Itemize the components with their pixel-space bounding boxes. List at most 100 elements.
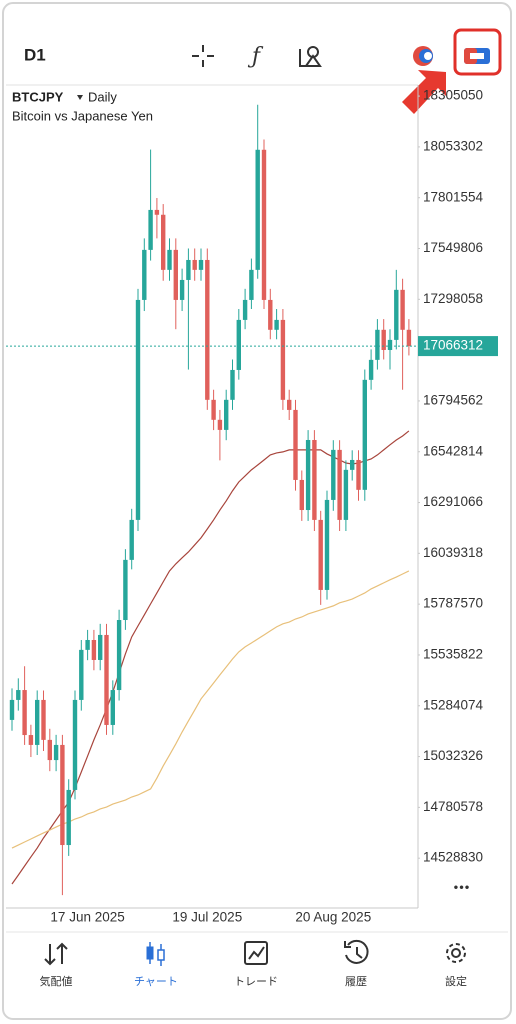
candle-body xyxy=(381,329,386,350)
y-tick-label: 14528830 xyxy=(423,850,483,865)
history-tab-icon xyxy=(344,939,369,964)
tab-label[interactable]: 履歴 xyxy=(345,975,367,988)
candle-body xyxy=(331,449,336,500)
candle-body xyxy=(9,699,15,720)
tab-label[interactable]: 気配値 xyxy=(40,974,73,988)
current-price-box xyxy=(418,336,498,357)
legend-backdrop xyxy=(8,88,194,128)
tab-label[interactable]: トレード xyxy=(234,976,278,988)
candle-body xyxy=(274,319,279,330)
indicator-icon[interactable]: ƒ xyxy=(247,44,264,69)
tab-label[interactable]: チャート xyxy=(134,975,178,988)
candle-body xyxy=(104,634,109,725)
symbol: BTCJPY xyxy=(12,89,64,104)
candle-body xyxy=(53,744,59,761)
trade-icon[interactable] xyxy=(464,48,490,64)
dropdown-caret xyxy=(77,95,83,100)
y-tick-label: 17801554 xyxy=(423,189,484,204)
tab-label[interactable]: 設定 xyxy=(445,974,467,988)
trade-tab-icon xyxy=(244,941,268,965)
candle-body xyxy=(217,419,223,430)
candle-body xyxy=(41,699,46,740)
x-tick-label: 17 Jun 2025 xyxy=(50,910,124,925)
candle-body xyxy=(91,639,97,660)
candle-body xyxy=(318,519,323,590)
candle-body xyxy=(47,739,52,761)
candle-body xyxy=(192,259,197,270)
candle-body xyxy=(324,499,330,590)
candle-body xyxy=(255,149,260,270)
candle-body xyxy=(116,620,122,691)
moving-average-line xyxy=(11,570,410,849)
candle-body xyxy=(60,744,65,846)
candle-body xyxy=(368,359,374,380)
y-tick-label: 16039318 xyxy=(423,545,483,560)
candle-body xyxy=(85,639,90,650)
candle-body xyxy=(236,319,241,370)
candle-body xyxy=(79,649,84,700)
account-icon[interactable] xyxy=(413,46,433,66)
candle-body xyxy=(72,699,78,790)
candle-body xyxy=(205,259,210,400)
y-tick-label: 15284074 xyxy=(423,697,484,712)
crosshair-icon[interactable] xyxy=(192,45,214,67)
candle-body xyxy=(123,559,128,621)
quotes-icon xyxy=(44,942,68,966)
symbol-description: Bitcoin vs Japanese Yen xyxy=(12,108,153,123)
candle-body xyxy=(299,479,304,511)
y-tick-label: 14780578 xyxy=(423,799,483,814)
candle-body xyxy=(287,399,292,410)
period: Daily xyxy=(88,89,117,104)
candle-body xyxy=(406,329,412,347)
candle-body xyxy=(110,690,115,725)
y-tick-label: 17549806 xyxy=(423,240,483,255)
candle-body xyxy=(186,259,191,280)
settings-tab-icon xyxy=(446,943,466,963)
candle-body xyxy=(148,209,153,250)
candle-body xyxy=(312,439,317,520)
tab-bar: 気配値 チャート トレード 履歴 設定 xyxy=(40,974,468,988)
candle-body xyxy=(356,459,361,490)
y-tick-label: 16794562 xyxy=(423,392,483,407)
pointer-arrow xyxy=(402,70,446,114)
candle-body xyxy=(22,690,27,736)
candle-body xyxy=(98,634,103,660)
x-tick-label: 20 Aug 2025 xyxy=(295,910,371,925)
y-tick-label: 16542814 xyxy=(423,443,484,458)
candle-body xyxy=(375,329,380,360)
candle-body xyxy=(198,259,204,270)
highlight-box xyxy=(453,28,502,76)
candle-body xyxy=(35,699,40,745)
chart-tab-icon xyxy=(146,942,165,966)
timeframe[interactable]: D1 xyxy=(24,45,46,64)
candle-body xyxy=(142,249,147,300)
candle-body xyxy=(179,279,185,300)
y-tick-label: 18053302 xyxy=(423,138,483,153)
candle-body xyxy=(224,399,229,430)
current-price-label: 17066312 xyxy=(423,338,483,353)
y-tick-label: 15787570 xyxy=(423,596,483,611)
candle-body xyxy=(343,469,349,520)
candle-body xyxy=(242,299,248,320)
moving-average-line xyxy=(11,430,410,885)
candle-body xyxy=(161,214,166,270)
y-tick-label: 15032326 xyxy=(423,748,483,763)
candle-body xyxy=(230,369,235,400)
x-tick-label: 19 Jul 2025 xyxy=(172,910,242,925)
candle-body xyxy=(280,319,286,400)
y-tick-label: 17298058 xyxy=(423,291,483,306)
candle-body xyxy=(66,789,71,846)
candle-body xyxy=(16,690,21,700)
objects-icon[interactable] xyxy=(299,46,322,67)
candle-body xyxy=(337,449,342,520)
more-menu[interactable]: ••• xyxy=(454,879,471,894)
y-tick-label: 18305050 xyxy=(423,88,483,103)
plot-area xyxy=(6,104,418,896)
candle-body xyxy=(249,269,254,300)
candle-body xyxy=(362,379,367,490)
y-tick-label: 16291066 xyxy=(423,494,483,509)
candle-body xyxy=(154,209,160,215)
candle-body xyxy=(305,439,311,511)
